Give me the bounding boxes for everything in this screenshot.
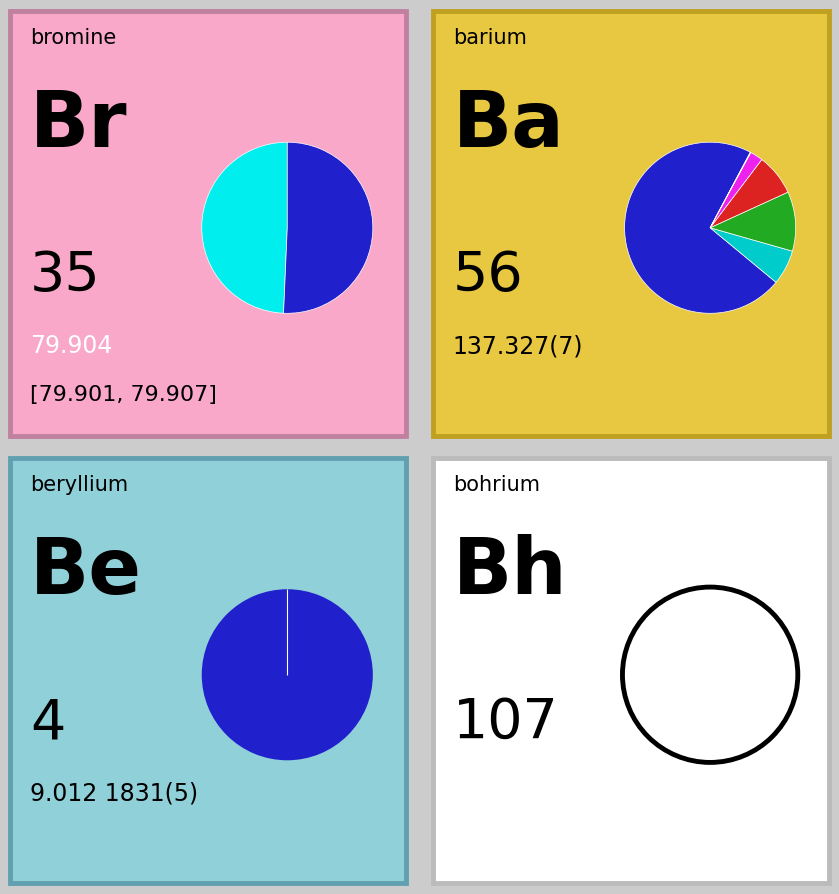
Wedge shape bbox=[624, 142, 776, 313]
Text: Bh: Bh bbox=[453, 535, 567, 611]
Text: bohrium: bohrium bbox=[453, 475, 539, 494]
Text: Be: Be bbox=[30, 535, 142, 611]
Text: 79.904: 79.904 bbox=[30, 334, 112, 358]
Text: 56: 56 bbox=[453, 249, 524, 303]
Text: 107: 107 bbox=[453, 696, 559, 750]
Wedge shape bbox=[201, 589, 373, 760]
Wedge shape bbox=[710, 153, 762, 228]
FancyBboxPatch shape bbox=[10, 458, 406, 883]
Text: Ba: Ba bbox=[453, 88, 565, 164]
Wedge shape bbox=[710, 192, 795, 251]
Wedge shape bbox=[284, 142, 373, 313]
Text: [79.901, 79.907]: [79.901, 79.907] bbox=[30, 385, 216, 405]
Text: beryllium: beryllium bbox=[30, 475, 128, 494]
Wedge shape bbox=[201, 142, 287, 313]
Wedge shape bbox=[710, 228, 792, 283]
Wedge shape bbox=[710, 159, 788, 228]
Text: Br: Br bbox=[30, 88, 128, 164]
FancyBboxPatch shape bbox=[10, 11, 406, 436]
Text: 4: 4 bbox=[30, 696, 65, 750]
Wedge shape bbox=[710, 152, 751, 228]
Text: barium: barium bbox=[453, 28, 527, 47]
Text: 9.012 1831(5): 9.012 1831(5) bbox=[30, 781, 198, 805]
Text: bromine: bromine bbox=[30, 28, 116, 47]
Text: 137.327(7): 137.327(7) bbox=[453, 334, 583, 358]
FancyBboxPatch shape bbox=[433, 458, 829, 883]
Text: 35: 35 bbox=[30, 249, 101, 303]
FancyBboxPatch shape bbox=[433, 11, 829, 436]
